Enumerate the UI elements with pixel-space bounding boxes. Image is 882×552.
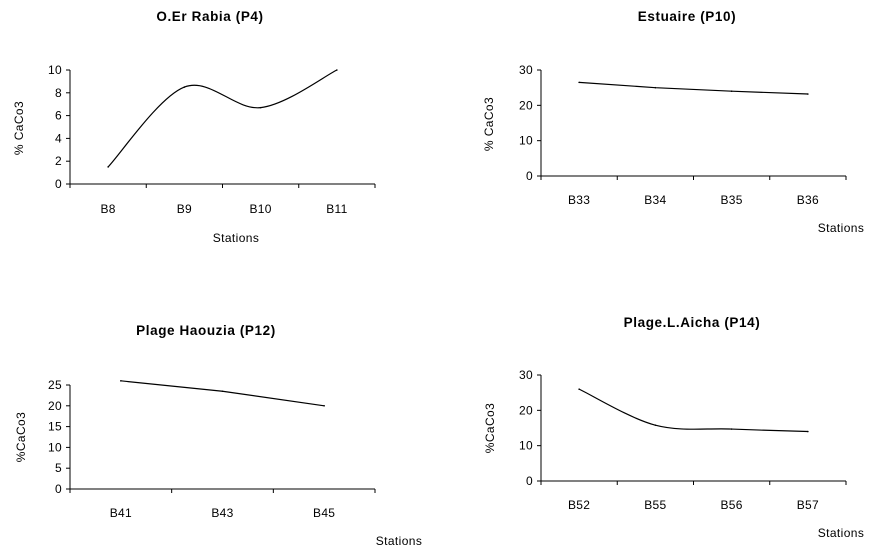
x-tick-label: B11 bbox=[326, 202, 347, 216]
x-tick-label: B43 bbox=[211, 506, 233, 520]
data-point bbox=[221, 390, 224, 393]
x-axis-label: Stations bbox=[818, 526, 865, 540]
series-line bbox=[579, 81, 808, 95]
y-axis-label: % CaCo3 bbox=[482, 97, 496, 151]
x-tick-label: B9 bbox=[177, 202, 192, 216]
y-tick-label: 10 bbox=[519, 439, 533, 453]
y-tick-label: 0 bbox=[55, 482, 62, 496]
y-tick-label: 0 bbox=[55, 177, 62, 191]
data-point bbox=[578, 388, 580, 390]
y-tick-label: 20 bbox=[519, 403, 533, 417]
x-axis-label: Stations bbox=[376, 534, 423, 548]
x-tick-label: B33 bbox=[568, 193, 590, 207]
y-tick-label: 8 bbox=[55, 86, 62, 100]
data-point bbox=[183, 86, 186, 88]
chart-title: Plage Haouzia (P12) bbox=[136, 323, 276, 338]
x-tick-label: B55 bbox=[644, 498, 666, 512]
data-point bbox=[654, 86, 657, 89]
data-point bbox=[807, 93, 809, 95]
x-tick-label: B34 bbox=[644, 193, 666, 207]
y-tick-label: 30 bbox=[519, 368, 533, 382]
data-point bbox=[120, 380, 122, 382]
y-tick-label: 15 bbox=[48, 420, 62, 434]
series-line bbox=[107, 69, 338, 168]
chart-title: O.Er Rabia (P4) bbox=[156, 9, 263, 24]
data-point bbox=[807, 430, 809, 433]
data-point bbox=[336, 69, 338, 71]
x-tick-label: B45 bbox=[313, 506, 335, 520]
y-tick-label: 0 bbox=[526, 474, 533, 488]
y-axis-label: % CaCo3 bbox=[12, 101, 26, 155]
y-tick-label: 30 bbox=[519, 63, 533, 77]
data-point bbox=[107, 166, 109, 168]
chart-2: Estuaire (P10) 0 10 20 30 B33 B34 B35 B36 Station… bbox=[482, 9, 864, 235]
data-point bbox=[578, 81, 580, 84]
y-tick-label: 25 bbox=[48, 378, 62, 392]
chart-title: Estuaire (P10) bbox=[638, 9, 736, 24]
y-tick-label: 10 bbox=[48, 440, 62, 454]
x-tick-label: B41 bbox=[110, 506, 132, 520]
y-axis-label: %CaCo3 bbox=[483, 403, 497, 453]
chart-3: Plage Haouzia (P12) 0 5 10 15 20 25 B41 B43 B45 St… bbox=[14, 323, 422, 548]
y-tick-label: 6 bbox=[55, 109, 62, 123]
data-point bbox=[259, 106, 262, 109]
x-tick-label: B35 bbox=[720, 193, 742, 207]
x-tick-label: B56 bbox=[720, 498, 742, 512]
series-line bbox=[578, 388, 808, 433]
series-line bbox=[120, 380, 325, 407]
x-tick-label: B36 bbox=[797, 193, 819, 207]
data-point bbox=[323, 405, 325, 407]
y-tick-label: 4 bbox=[55, 131, 62, 145]
y-tick-label: 0 bbox=[526, 169, 533, 183]
x-axis-label: Stations bbox=[818, 221, 865, 235]
x-axis-label: Stations bbox=[213, 231, 260, 245]
y-tick-label: 5 bbox=[55, 461, 62, 475]
data-point bbox=[730, 428, 733, 430]
y-tick-label: 10 bbox=[519, 134, 533, 148]
y-tick-label: 20 bbox=[519, 98, 533, 112]
x-tick-label: B10 bbox=[249, 202, 271, 216]
y-tick-label: 2 bbox=[55, 154, 62, 168]
x-tick-label: B8 bbox=[100, 202, 115, 216]
data-point bbox=[730, 90, 733, 92]
y-axis-label: %CaCo3 bbox=[14, 412, 28, 462]
chart-title: Plage.L.Aicha (P14) bbox=[624, 315, 761, 330]
chart-1: O.Er Rabia (P4) 0 2 4 6 8 10 B8 B9 B10 B11 Stations… bbox=[12, 9, 376, 245]
y-tick-label: 20 bbox=[48, 399, 62, 413]
y-tick-label: 10 bbox=[48, 63, 62, 77]
x-tick-label: B57 bbox=[797, 498, 819, 512]
data-point bbox=[654, 424, 657, 426]
x-tick-label: B52 bbox=[568, 498, 590, 512]
chart-4: Plage.L.Aicha (P14) 0 10 20 30 B52 B55 B56 B57 St… bbox=[483, 315, 864, 540]
